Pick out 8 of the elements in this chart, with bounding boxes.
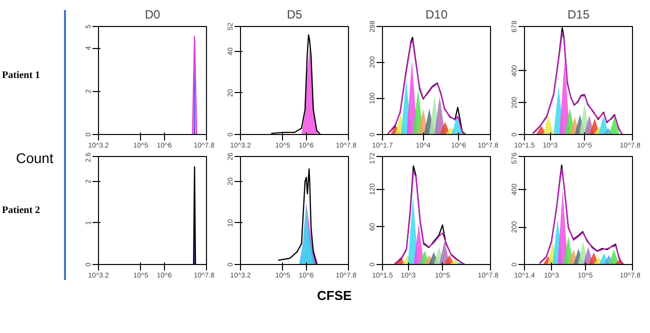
x-axis-title: CFSE — [317, 288, 352, 303]
y-axis-title: Count — [16, 150, 54, 166]
chart-title: D10 — [425, 8, 448, 22]
chart-title: D5 — [286, 8, 302, 22]
chart-title: D0 — [144, 8, 160, 22]
text: Patient 2 — [2, 205, 40, 216]
chart-title: D15 — [567, 8, 590, 22]
text: Patient 1 — [2, 70, 40, 81]
